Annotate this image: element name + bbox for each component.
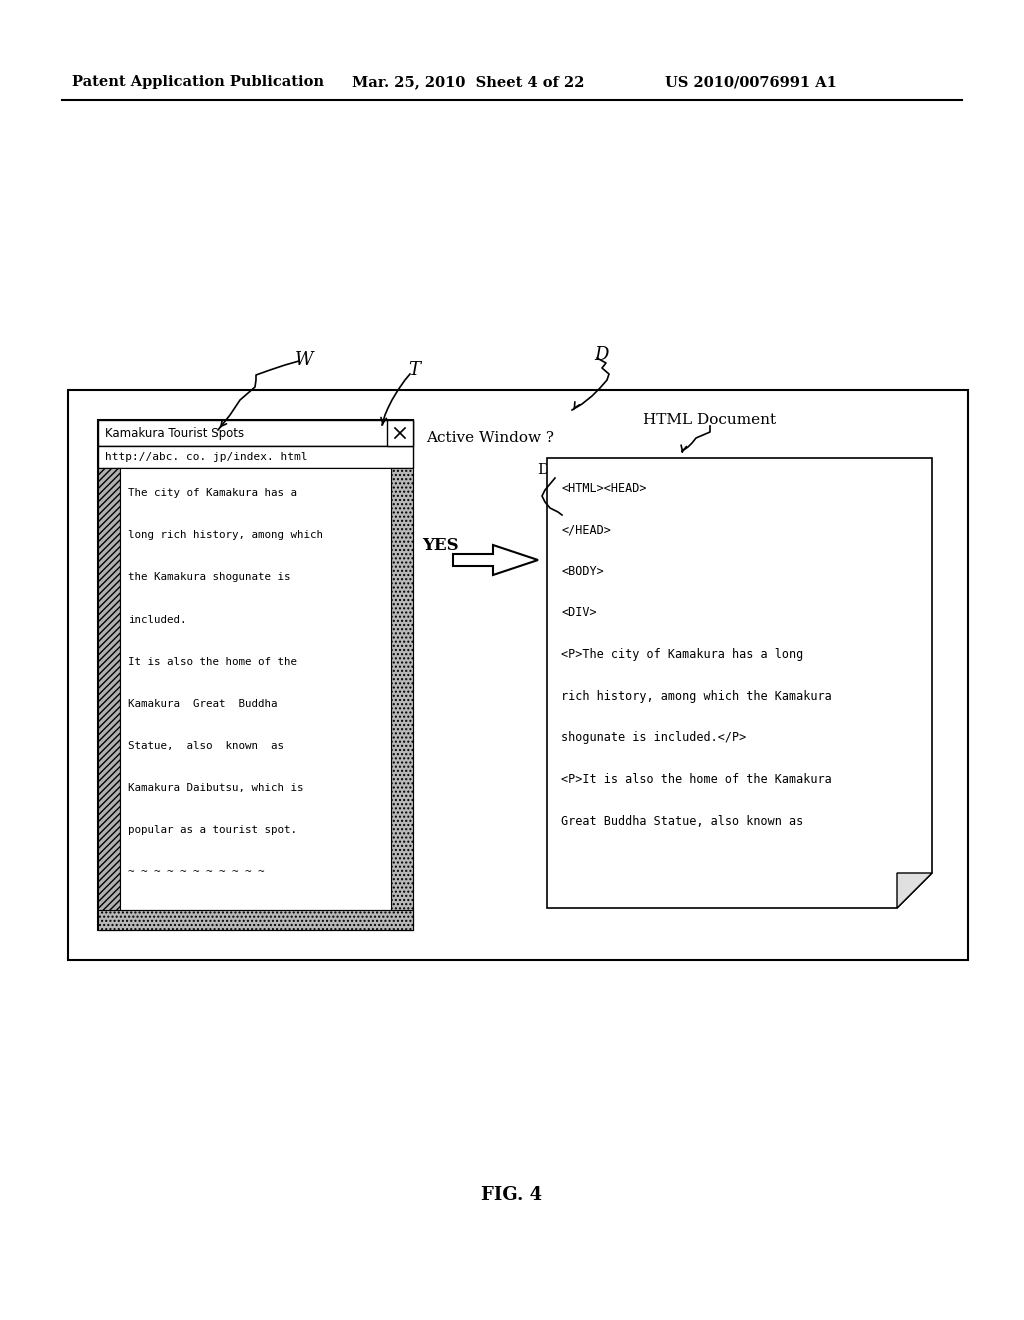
Polygon shape <box>547 458 932 908</box>
Bar <box>98 909 413 931</box>
Text: T: T <box>408 360 420 379</box>
Text: shogunate is included.</P>: shogunate is included.</P> <box>561 731 746 744</box>
Text: US 2010/0076991 A1: US 2010/0076991 A1 <box>665 75 837 88</box>
Text: DOC: DOC <box>537 463 573 477</box>
Text: <P>It is also the home of the Kamakura: <P>It is also the home of the Kamakura <box>561 774 831 787</box>
Polygon shape <box>897 873 932 908</box>
Text: <HTML><HEAD>: <HTML><HEAD> <box>561 482 646 495</box>
Text: included.: included. <box>128 615 186 624</box>
Bar <box>391 469 413 931</box>
Text: YES: YES <box>422 536 459 553</box>
Text: Active Window ?: Active Window ? <box>426 432 554 445</box>
Text: http://abc. co. jp/index. html: http://abc. co. jp/index. html <box>105 451 307 462</box>
Text: Mar. 25, 2010  Sheet 4 of 22: Mar. 25, 2010 Sheet 4 of 22 <box>352 75 585 88</box>
Text: </HEAD>: </HEAD> <box>561 523 611 536</box>
Text: Kamakura Tourist Spots: Kamakura Tourist Spots <box>105 426 244 440</box>
Text: W: W <box>295 351 313 370</box>
Text: rich history, among which the Kamakura: rich history, among which the Kamakura <box>561 690 831 702</box>
Text: ~ ~ ~ ~ ~ ~ ~ ~ ~ ~ ~: ~ ~ ~ ~ ~ ~ ~ ~ ~ ~ ~ <box>128 867 264 876</box>
Text: D: D <box>594 346 608 364</box>
Bar <box>387 420 413 446</box>
Bar <box>98 469 120 931</box>
Text: the Kamakura shogunate is: the Kamakura shogunate is <box>128 573 291 582</box>
Text: FIG. 4: FIG. 4 <box>481 1185 543 1204</box>
Text: It is also the home of the: It is also the home of the <box>128 656 297 667</box>
Text: long rich history, among which: long rich history, among which <box>128 531 323 540</box>
Text: HTML Document: HTML Document <box>643 413 776 426</box>
Bar <box>120 469 391 909</box>
Text: <BODY>: <BODY> <box>561 565 604 578</box>
Text: Kamakura Daibutsu, which is: Kamakura Daibutsu, which is <box>128 783 303 793</box>
Polygon shape <box>453 545 538 576</box>
Bar <box>98 446 413 469</box>
Text: Kamakura  Great  Buddha: Kamakura Great Buddha <box>128 698 278 709</box>
Text: Great Buddha Statue, also known as: Great Buddha Statue, also known as <box>561 814 803 828</box>
Bar <box>98 420 413 446</box>
Text: popular as a tourist spot.: popular as a tourist spot. <box>128 825 297 836</box>
Text: Patent Application Publication: Patent Application Publication <box>72 75 324 88</box>
Bar <box>68 389 968 960</box>
Text: <P>The city of Kamakura has a long: <P>The city of Kamakura has a long <box>561 648 803 661</box>
Bar <box>98 420 413 931</box>
Text: Statue,  also  known  as: Statue, also known as <box>128 741 284 751</box>
Text: The city of Kamakura has a: The city of Kamakura has a <box>128 488 297 498</box>
Text: <DIV>: <DIV> <box>561 606 597 619</box>
